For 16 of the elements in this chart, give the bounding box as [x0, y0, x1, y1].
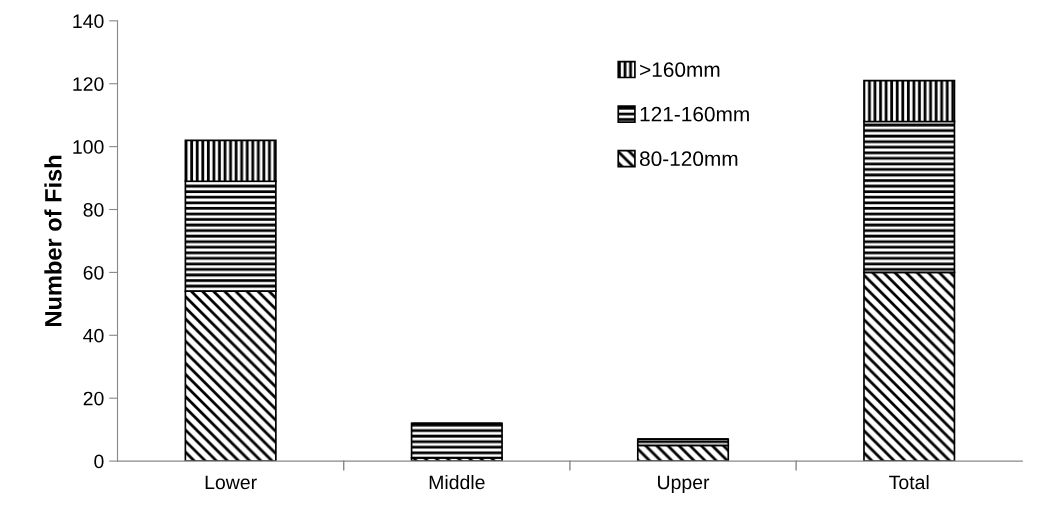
- legend-label: >160mm: [640, 62, 720, 78]
- legend-label: 80-120mm: [639, 151, 738, 167]
- y-tick-label: 120: [73, 77, 104, 91]
- y-tick-label: 0: [94, 454, 104, 469]
- y-axis-title: Number of Fish: [44, 155, 62, 326]
- y-tick-label: 100: [73, 140, 104, 154]
- y-tick-label: 40: [83, 328, 104, 343]
- y-tick-label: 60: [83, 265, 104, 280]
- x-tick-label: Middle: [429, 474, 485, 490]
- x-tick-label: Lower: [205, 475, 257, 490]
- y-tick-label: 20: [83, 391, 104, 406]
- y-tick-label: 80: [83, 202, 104, 217]
- x-tick-label: Upper: [658, 475, 710, 494]
- x-tick-label: Total: [889, 474, 929, 490]
- legend-label: 121-160mm: [640, 106, 749, 122]
- y-tick-label: 140: [73, 14, 104, 29]
